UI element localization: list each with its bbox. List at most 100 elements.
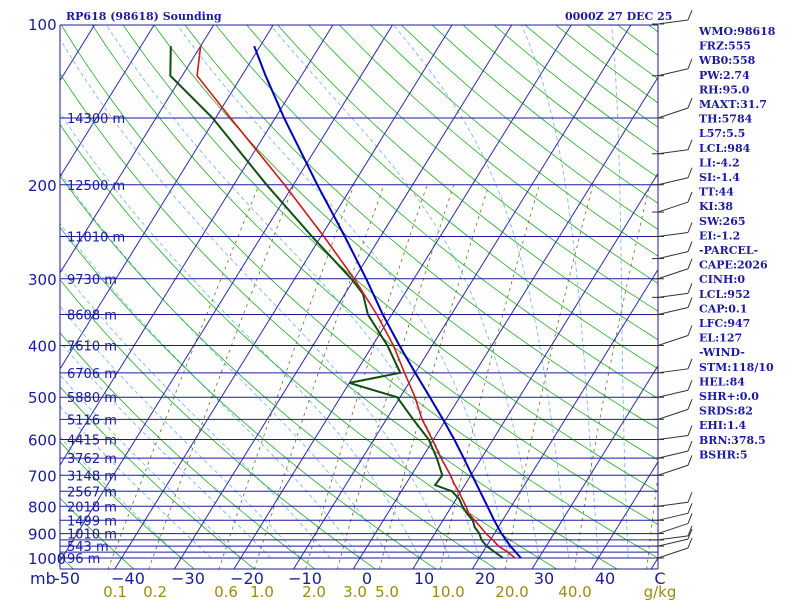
index-line: SHR+:0.0 [699,390,759,403]
index-line: HEL:84 [699,375,745,388]
sounding-title: RP618 (98618) Sounding [66,10,222,23]
wind-barb-flag [687,167,693,178]
wind-barb-flag [687,537,693,549]
wind-barb-flag [687,492,693,503]
mixing-ratio-label: 3.0 [343,583,367,600]
isotherms [60,25,658,569]
isotherm [60,25,215,274]
sounding-time: 0000Z 27 DEC 25 [565,10,672,23]
isotherm [590,460,658,569]
wind-barb-shaft [657,251,689,260]
index-line: LCL:984 [699,142,751,155]
wind-barb-shaft [657,450,689,459]
pressure-label: 700 [28,467,57,485]
wind-barb-shaft [657,232,689,237]
dewpoint-trace [169,46,504,559]
wind-barb-shaft [657,501,689,507]
wind-barb-flag [687,528,693,540]
wind-barb-shaft [657,523,689,535]
isotherm [60,25,334,467]
height-label: 8608 m [67,309,117,324]
temperature-tick-label: C [654,569,665,588]
wind-barb-shaft [657,19,689,25]
height-label: 9730 m [67,273,117,288]
isotherm [173,25,513,569]
index-line: LI:-4.2 [699,156,740,169]
index-line: SI:-1.4 [699,171,740,184]
dry-adiabat [493,25,658,153]
height-label: 3762 m [67,452,117,467]
pressure-label: 500 [28,389,57,407]
index-line: TH:5784 [699,113,753,126]
dry-adiabat [586,25,658,80]
sounding-traces [169,45,522,559]
isotherm [292,25,632,569]
mixing-ratio-label: 10.0 [431,583,464,600]
pressure-label: 200 [28,177,57,195]
index-line: MAXT:31.7 [699,98,767,111]
wind-barb-flag [687,139,693,150]
pressure-label: 1000 [28,550,66,568]
pressure-label: 100 [28,16,57,34]
wind-barb-shaft [657,538,689,547]
temperature-tick-label: −10 [288,569,322,588]
dry-adiabat [60,226,437,569]
mixing-ratio-lines [107,184,658,569]
mixing-ratio-line [107,184,260,569]
dry-adiabat [0,0,13,569]
index-line: CAP:0.1 [699,302,747,315]
wind-barb-shaft [657,512,689,521]
index-line: -WIND- [699,346,745,359]
mixing-ratio-line [504,184,594,569]
height-label: 1499 m [67,514,117,529]
temperature-tick-label: 10 [414,569,434,588]
wind-barb-shaft [657,268,689,280]
height-label: 3148 m [67,469,117,484]
mixing-ratio-label: 5.0 [375,583,399,600]
temperature-tick-label: 30 [534,569,554,588]
dry-adiabat [60,497,135,569]
temperature-tick-label: −20 [230,569,264,588]
parcel-trace [253,45,522,559]
pressure-label: 800 [28,498,57,516]
mixing-ratio-label: 0.2 [143,583,167,600]
pressure-unit-label: mb [30,569,56,588]
pressure-label: 900 [28,526,57,544]
mixing-ratio-label: 0.6 [214,583,238,600]
mixing-ratio-label: g/kg [644,583,677,600]
wind-barb-shaft [657,547,689,559]
temperature-trace [196,46,516,559]
height-label: 5116 m [67,413,117,428]
index-line: EI:-1.2 [699,229,740,242]
wind-barb-shaft [657,335,689,346]
height-label: 2018 m [67,500,117,515]
index-line: SRDS:82 [699,405,753,418]
wind-barb-flag [687,241,693,252]
mixing-ratio-label: 1.0 [250,583,274,600]
index-line: FRZ:555 [699,40,751,53]
index-line: SW:265 [699,215,746,228]
wind-barb-flag [687,222,693,233]
wind-barb-flag [687,425,693,436]
pressure-label: 600 [28,432,57,450]
mixing-ratio-label: 20.0 [495,583,528,600]
wind-barb-shaft [657,177,689,186]
wind-barb-flag [687,283,693,294]
isotherm [233,25,572,569]
index-line: EHI:1.4 [699,419,746,432]
temperature-tick-label: −30 [171,569,205,588]
height-label: 2567 m [67,485,117,500]
index-line: BSHR:5 [699,448,748,461]
height-label: 11010 m [67,230,125,245]
wind-barb-flag [687,513,693,524]
index-line: KI:38 [699,200,733,213]
wind-barb-flag [687,525,693,537]
wind-barb-shaft [657,408,689,420]
wind-barb-flag [687,325,693,336]
moist-adiabat [60,172,391,559]
index-line: RH:95.0 [699,83,750,96]
temperature-tick-label: 40 [595,569,615,588]
height-label: 12500 m [67,179,125,194]
